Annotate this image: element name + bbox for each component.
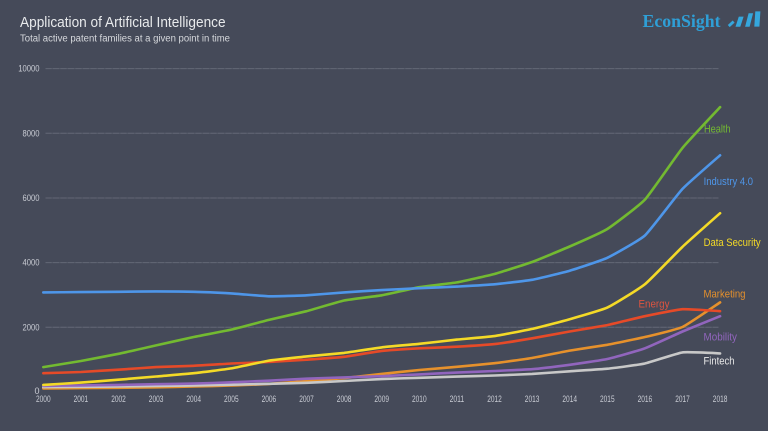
svg-text:Mobility: Mobility (704, 332, 738, 344)
svg-text:2007: 2007 (299, 394, 314, 404)
svg-text:Health: Health (704, 124, 731, 136)
svg-text:Total active patent families a: Total active patent families at a given … (20, 33, 230, 44)
svg-text:6000: 6000 (23, 193, 40, 203)
svg-text:Marketing: Marketing (704, 289, 746, 301)
svg-text:2005: 2005 (224, 394, 239, 404)
svg-text:Application of Artificial Inte: Application of Artificial Intelligence (20, 14, 226, 31)
svg-text:2003: 2003 (149, 394, 164, 404)
svg-text:EconSight: EconSight (643, 11, 721, 31)
svg-text:2018: 2018 (713, 394, 728, 404)
svg-text:Energy: Energy (639, 299, 671, 311)
svg-text:10000: 10000 (18, 64, 39, 74)
svg-text:2015: 2015 (600, 394, 615, 404)
svg-text:2000: 2000 (36, 394, 51, 404)
svg-text:Fintech: Fintech (704, 356, 735, 368)
svg-text:2013: 2013 (525, 394, 540, 404)
svg-text:2016: 2016 (638, 394, 653, 404)
svg-text:2011: 2011 (450, 394, 465, 404)
svg-text:2014: 2014 (562, 394, 577, 404)
svg-text:2002: 2002 (111, 394, 126, 404)
svg-text:0: 0 (34, 386, 39, 396)
svg-text:2009: 2009 (374, 394, 389, 404)
svg-text:2008: 2008 (337, 394, 352, 404)
svg-text:2004: 2004 (186, 394, 201, 404)
svg-text:2006: 2006 (262, 394, 277, 404)
svg-text:2001: 2001 (74, 394, 89, 404)
svg-text:8000: 8000 (23, 128, 40, 138)
svg-text:Industry 4.0: Industry 4.0 (704, 176, 753, 188)
svg-text:4000: 4000 (23, 258, 40, 268)
svg-text:Data Security: Data Security (704, 237, 762, 249)
svg-text:2010: 2010 (412, 394, 427, 404)
svg-text:2017: 2017 (675, 394, 690, 404)
svg-text:2012: 2012 (487, 394, 502, 404)
svg-text:2000: 2000 (23, 322, 40, 332)
